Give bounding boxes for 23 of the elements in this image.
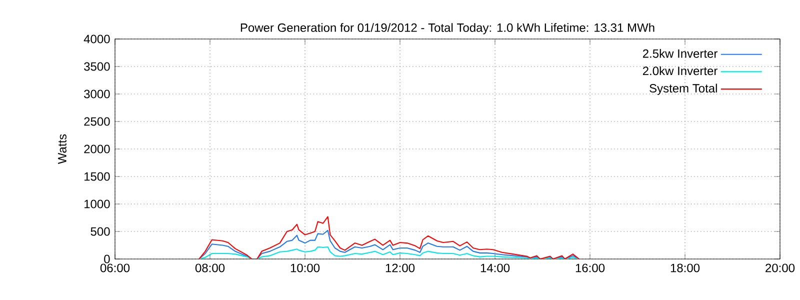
y-tick-label: 2000: [84, 144, 110, 154]
x-tick-label: 20:00: [766, 264, 795, 272]
y-tick-label: 4000: [84, 34, 110, 44]
y-tick-label: 500: [90, 227, 110, 236]
y-tick-label: 3500: [84, 62, 110, 71]
line-series: [198, 216, 580, 259]
x-tick-label: 14:00: [480, 264, 510, 272]
legend-label: 2.5kw Inverter: [642, 49, 718, 58]
x-tick-label: 08:00: [195, 264, 225, 272]
y-tick-label: 3000: [84, 90, 110, 98]
x-tick-label: 10:00: [290, 264, 320, 272]
chart-title: Power Generation for 01/19/2012 - Total Today: 1.0 kWh Lifetime: 13.31 MWh: [240, 23, 654, 34]
y-tick-label: 0: [104, 254, 110, 264]
legend-label: 2.0kw Inverter: [642, 66, 718, 76]
x-tick-label: 16:00: [576, 264, 605, 272]
x-tick-label: 12:00: [386, 264, 415, 272]
y-tick-label: 1000: [84, 200, 110, 208]
x-tick-label: 06:00: [100, 264, 130, 272]
y-axis-title: Watts: [58, 134, 66, 164]
y-tick-label: 1500: [84, 172, 110, 181]
x-tick-label: 18:00: [670, 264, 700, 272]
legend-label: System Total: [650, 84, 717, 95]
y-tick-label: 2500: [84, 117, 110, 126]
